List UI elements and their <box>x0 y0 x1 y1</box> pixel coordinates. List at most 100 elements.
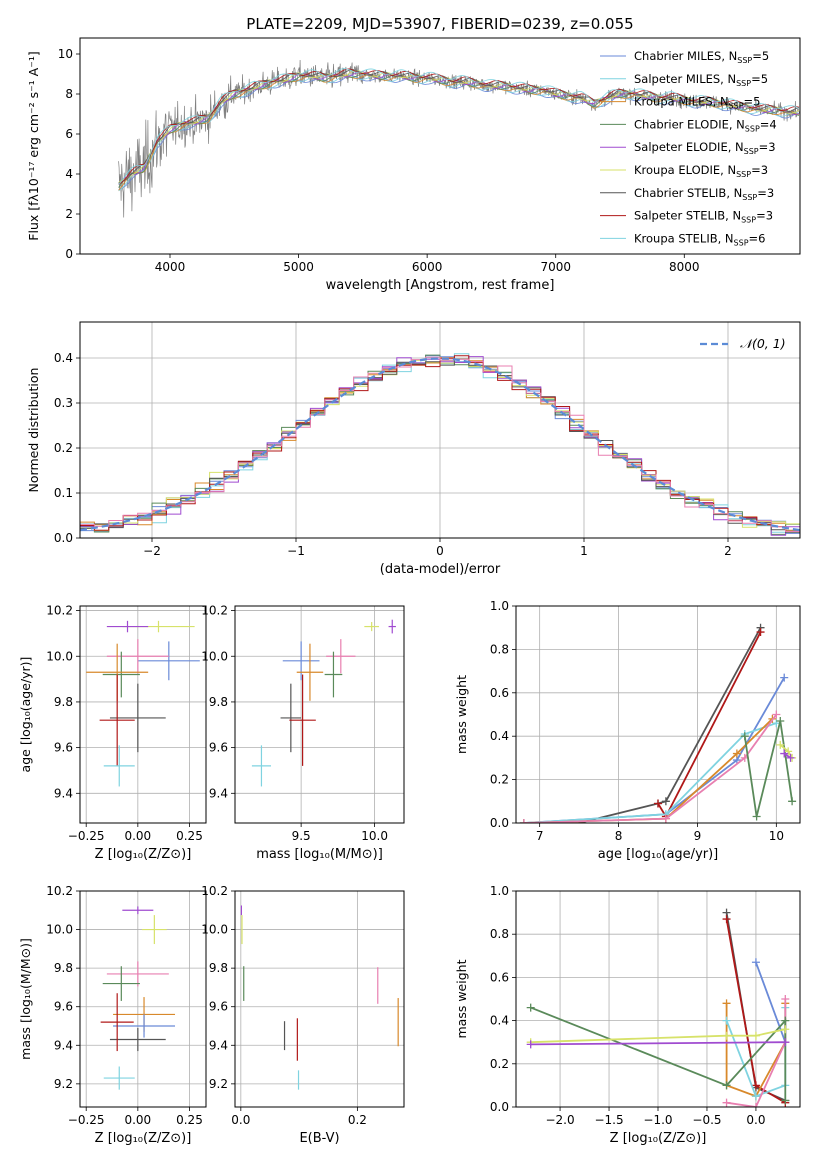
residuals-xtick-label: 1 <box>580 544 588 558</box>
age_vs_Z-ytick-label: 9.4 <box>54 786 73 800</box>
spectrum-plot-area <box>118 59 800 218</box>
legend-label-7: Salpeter STELIB, NSSP=3 <box>634 209 773 225</box>
mass_vs_ebv-xtick-label: 0.2 <box>348 1113 367 1127</box>
legend-name: Chabrier ELODIE, N <box>634 117 745 131</box>
residuals-ytick-label: 0.1 <box>54 486 73 500</box>
spectrum-xtick-label: 8000 <box>669 260 700 274</box>
mass_vs_Z-ytick-label: 9.8 <box>54 961 73 975</box>
weight-marker-2 <box>751 958 760 967</box>
weight_vs_Z-ytick-label: 0.4 <box>490 1014 509 1028</box>
weight-marker-6 <box>781 1016 790 1025</box>
weight-line-5 <box>523 713 778 823</box>
residuals-xlabel: (data-model)/error <box>380 562 501 577</box>
normal-reference-curve <box>80 357 800 532</box>
weight-marker-4 <box>732 749 741 758</box>
weight_vs_age-ytick-label: 0.0 <box>490 816 509 830</box>
legend-subscript: SSP <box>744 147 759 156</box>
mass_vs_Z-xtick-label: 0.00 <box>124 1113 151 1127</box>
residuals-xtick-label: −2 <box>143 544 161 558</box>
weight_vs_Z-plot-area <box>526 908 790 1107</box>
weight-marker-5 <box>722 1098 731 1107</box>
weight_vs_age-ytick-label: 0.6 <box>490 686 509 700</box>
legend-suffix: =3 <box>757 186 774 200</box>
weight-marker-5 <box>661 814 670 823</box>
weight_vs_Z-ytick-label: 0.0 <box>490 1100 509 1114</box>
legend-label-5: Kroupa ELODIE, NSSP=3 <box>634 163 768 179</box>
weight-line-2 <box>755 961 787 1043</box>
weight_vs_Z-ytick-label: 0.8 <box>490 927 509 941</box>
weight-line-7 <box>530 1028 786 1044</box>
age_vs_mass-ytick-label: 9.4 <box>209 786 228 800</box>
legend-subscript: SSP <box>736 79 751 88</box>
legend-subscript: SSP <box>745 124 760 133</box>
spectrum-xlabel: wavelength [Angstrom, rest frame] <box>326 278 555 293</box>
residuals-xtick-label: −1 <box>287 544 305 558</box>
age_vs_Z-xlabel: Z [log₁₀(Z/Z⊙)] <box>95 847 192 862</box>
legend-name: Chabrier STELIB, N <box>634 186 742 200</box>
weight-line-8 <box>530 1041 786 1046</box>
mass_vs_ebv-ytick-label: 9.2 <box>209 1077 228 1091</box>
weight-marker-6 <box>722 1081 731 1090</box>
legend-suffix: =6 <box>749 231 766 245</box>
residuals-plot-area <box>80 353 800 536</box>
weight_vs_Z-ytick-label: 0.2 <box>490 1057 509 1071</box>
weight_vs_Z-frame <box>515 890 801 1108</box>
legend-name: Chabrier MILES, N <box>634 49 737 63</box>
legend-label-2: Kroupa MILES, NSSP=5 <box>634 95 760 111</box>
weight_vs_age-xtick-label: 7 <box>536 829 544 843</box>
legend-subscript: SSP <box>729 102 744 111</box>
legend-name: Kroupa MILES, N <box>634 95 729 109</box>
residuals-xtick-label: 2 <box>724 544 732 558</box>
weight_vs_Z-xtick-label: −2.0 <box>545 1113 574 1127</box>
legend-suffix: =5 <box>752 49 769 63</box>
legend-suffix: =5 <box>751 72 768 86</box>
weight-marker-6 <box>788 797 797 806</box>
spectrum-ytick-label: 8 <box>65 87 73 101</box>
legend-label-8: Kroupa STELIB, NSSP=6 <box>634 231 765 247</box>
weight-marker-8 <box>526 1040 535 1049</box>
model-spectrum-line-8 <box>118 68 800 185</box>
residuals-panel: −2 −1 0 1 2 0.0 0.1 0.2 0.3 0.4 (data-model)/error… <box>26 321 801 577</box>
residuals-ytick-label: 0.4 <box>54 351 73 365</box>
weight_vs_age-panel: 7 8 9 10 0.0 0.2 0.4 0.6 0.8 1.0 age [log₁₀(age/yr… <box>454 599 801 862</box>
age_vs_Z-panel: −0.25 0.00 0.25 9.4 9.6 9.8 10.0 10.2 Z [log₁₀(Z… <box>18 604 207 862</box>
weight_vs_Z-xtick-label: −1.0 <box>643 1113 672 1127</box>
weight-marker-0 <box>661 797 670 806</box>
weight_vs_Z-xtick-label: −1.5 <box>594 1113 623 1127</box>
mass_vs_ebv-xtick-label: 0.0 <box>231 1113 250 1127</box>
legend-label-3: Chabrier ELODIE, NSSP=4 <box>634 117 777 133</box>
weight-marker-5 <box>519 819 528 823</box>
weight-marker-3 <box>722 999 731 1008</box>
weight-marker-6 <box>776 717 785 726</box>
mass_vs_ebv-ytick-label: 10.2 <box>201 884 228 898</box>
legend-suffix: =3 <box>759 140 776 154</box>
age_vs_mass-ytick-label: 9.6 <box>209 741 228 755</box>
residuals-ytick-label: 0.0 <box>54 531 73 545</box>
weight-marker-5 <box>751 1103 760 1107</box>
weight_vs_age-ytick-label: 0.2 <box>490 773 509 787</box>
weight_vs_age-xtick-label: 8 <box>615 829 623 843</box>
mass_vs_ebv-ytick-label: 9.8 <box>209 961 228 975</box>
weight-marker-6 <box>526 1003 535 1012</box>
spectrum-xtick-label: 4000 <box>155 260 186 274</box>
legend-suffix: =5 <box>744 95 761 109</box>
weight-line-6 <box>530 1006 787 1101</box>
age_vs_Z-ytick-label: 9.6 <box>54 741 73 755</box>
mass_vs_Z-ytick-label: 9.2 <box>54 1077 73 1091</box>
weight-marker-7 <box>722 1031 731 1040</box>
weight_vs_Z-ytick-label: 1.0 <box>490 884 509 898</box>
legend-name: Kroupa ELODIE, N <box>634 163 736 177</box>
age_vs_Z-frame <box>79 605 207 824</box>
weight-line-2 <box>523 677 785 823</box>
spectrum-xtick-label: 5000 <box>283 260 314 274</box>
weight-marker-1 <box>654 799 662 808</box>
age_vs_mass-xtick-label: 10.0 <box>361 829 388 843</box>
legend-subscript: SSP <box>741 216 756 225</box>
age_vs_mass-frame <box>234 605 405 824</box>
model-spectrum-line-3 <box>118 72 800 188</box>
spectrum-xtick-label: 6000 <box>412 260 443 274</box>
age_vs_mass-panel: 9.5 10.0 9.4 9.6 9.8 10.0 10.2 mass [log₁₀(M/M⊙… <box>201 604 405 862</box>
figure-title: PLATE=2209, MJD=53907, FIBERID=0239, z=0… <box>246 15 633 33</box>
mass_vs_Z-ytick-label: 9.6 <box>54 1000 73 1014</box>
weight-marker-6 <box>752 812 761 821</box>
